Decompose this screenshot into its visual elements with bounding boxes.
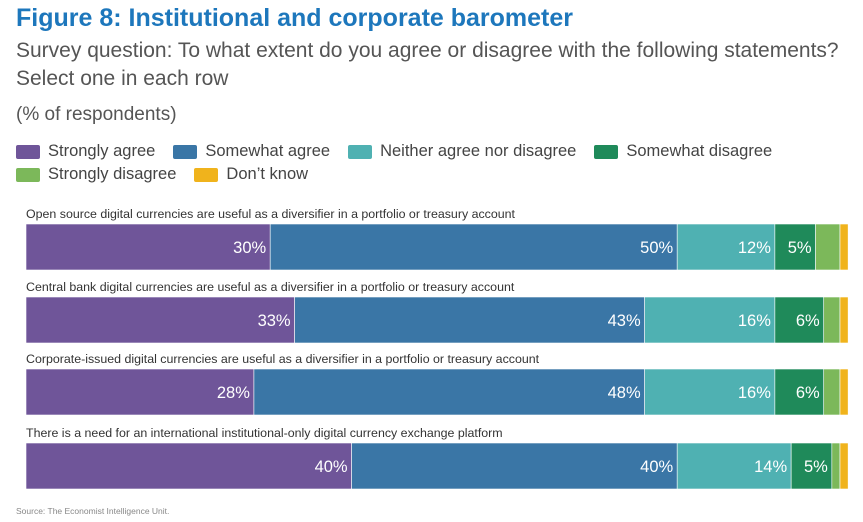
bar-segment <box>823 368 841 416</box>
bar-segment <box>676 442 792 490</box>
bar-segment <box>774 296 825 344</box>
data-label: 12% <box>738 239 771 257</box>
legend-item-dont-know: Don’t know <box>194 165 308 184</box>
data-label: 33% <box>258 312 291 330</box>
bar-segment <box>253 368 645 416</box>
data-label: 5% <box>804 458 828 476</box>
data-label: 6% <box>796 312 820 330</box>
bar-segment <box>774 368 825 416</box>
legend-item-neither: Neither agree nor disagree <box>348 142 576 161</box>
bar-segment <box>644 368 776 416</box>
legend-item-somewhat-disagree: Somewhat disagree <box>594 142 772 161</box>
legend-label: Somewhat agree <box>205 142 331 160</box>
bar-segment <box>839 223 849 271</box>
data-label: 14% <box>754 458 787 476</box>
data-label: 40% <box>640 458 673 476</box>
bar-segment <box>815 223 841 271</box>
legend-item-somewhat-agree: Somewhat agree <box>173 142 330 161</box>
data-label: 30% <box>233 239 266 257</box>
category-label: Open source digital currencies are usefu… <box>26 207 516 221</box>
legend-item-strongly-disagree: Strongly disagree <box>16 165 176 184</box>
bar-segment <box>823 296 841 344</box>
chart-title: Figure 8: Institutional and corporate ba… <box>16 4 574 32</box>
legend: Strongly agree Somewhat agree Neither ag… <box>16 140 856 186</box>
legend-swatch <box>173 144 198 159</box>
bar-segment <box>25 368 255 416</box>
bar-segment <box>25 442 352 490</box>
category-label: Corporate-issued digital currencies are … <box>26 352 540 366</box>
bar-segment <box>351 442 678 490</box>
legend-swatch <box>16 167 40 182</box>
data-label: 6% <box>796 384 820 402</box>
legend-item-strongly-agree: Strongly agree <box>16 142 155 161</box>
bar-segment <box>774 223 816 271</box>
chart-subtitle: Survey question: To what extent do you a… <box>16 39 839 90</box>
legend-row-2: Strongly disagree Don’t know <box>16 163 856 186</box>
legend-label: Somewhat disagree <box>626 142 773 160</box>
data-label: 48% <box>608 384 641 402</box>
legend-swatch <box>16 144 40 159</box>
legend-swatch <box>594 144 619 159</box>
data-label: 28% <box>217 384 250 402</box>
legend-swatch <box>194 167 219 182</box>
bar-segment <box>676 223 776 271</box>
legend-label: Strongly agree <box>48 142 156 160</box>
units-label: (% of respondents) <box>16 104 177 125</box>
data-label: 50% <box>640 239 673 257</box>
bar-segment <box>831 442 841 490</box>
data-label: 5% <box>788 239 812 257</box>
legend-label: Strongly disagree <box>48 165 177 183</box>
source-note: Source: The Economist Intelligence Unit. <box>16 506 170 516</box>
bar-segment <box>790 442 833 490</box>
legend-swatch <box>348 144 373 159</box>
bar-segment <box>839 368 849 416</box>
bar-segment <box>25 223 271 271</box>
data-label: 16% <box>738 312 771 330</box>
bar-segment <box>839 442 849 490</box>
legend-label: Don’t know <box>226 165 309 183</box>
data-label: 16% <box>738 384 771 402</box>
category-label: There is a need for an international ins… <box>26 426 503 440</box>
legend-row-1: Strongly agree Somewhat agree Neither ag… <box>16 140 856 163</box>
data-label: 40% <box>315 458 348 476</box>
bar-segment <box>644 296 776 344</box>
bar-segment <box>269 223 678 271</box>
bar-segment <box>294 296 645 344</box>
bar-segment <box>25 296 295 344</box>
legend-label: Neither agree nor disagree <box>380 142 577 160</box>
category-label: Central bank digital currencies are usef… <box>26 280 515 294</box>
data-label: 43% <box>608 312 641 330</box>
bar-segment <box>839 296 849 344</box>
